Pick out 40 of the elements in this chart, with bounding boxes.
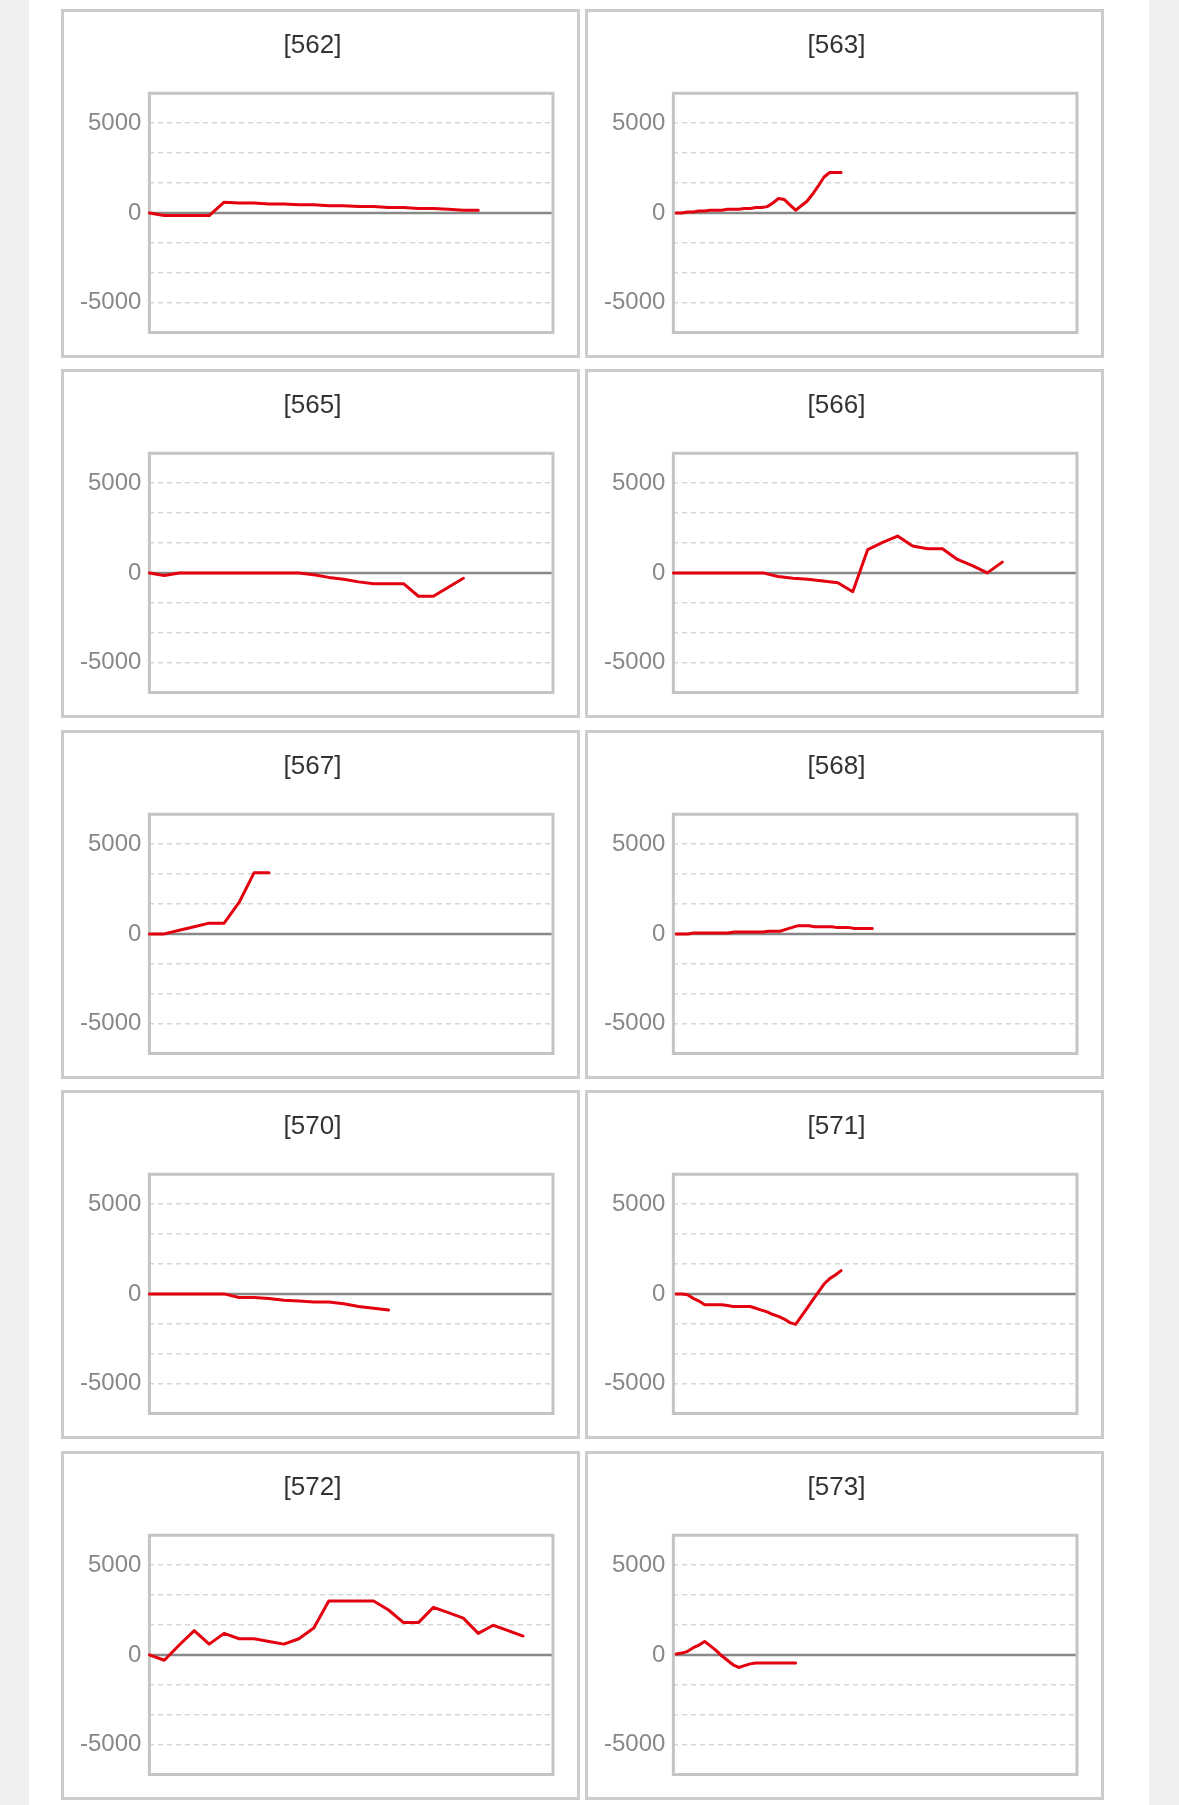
y-tick-label: 0 (128, 1278, 142, 1306)
y-tick-label: 5000 (87, 1188, 142, 1216)
y-tick-label: 0 (652, 557, 666, 585)
y-tick-label: 5000 (611, 1549, 666, 1577)
y-tick-label: 0 (128, 918, 142, 946)
y-tick-label: -5000 (603, 1368, 666, 1396)
chart-title: [566] (807, 388, 866, 419)
y-tick-label: 0 (652, 197, 666, 225)
y-tick-label: 5000 (611, 467, 666, 495)
y-tick-label: 5000 (611, 828, 666, 856)
y-tick-label: -5000 (603, 1729, 666, 1757)
y-tick-label: 0 (652, 918, 666, 946)
y-tick-label: 0 (128, 1639, 142, 1667)
y-tick-label: 0 (652, 1639, 666, 1667)
y-tick-label: -5000 (79, 1729, 142, 1757)
y-tick-label: 5000 (87, 1549, 142, 1577)
y-tick-label: 0 (128, 557, 142, 585)
y-tick-label: 5000 (87, 467, 142, 495)
y-tick-label: 5000 (611, 1188, 666, 1216)
chart-title: [572] (283, 1470, 342, 1501)
y-tick-label: -5000 (603, 647, 666, 675)
y-tick-label: -5000 (79, 287, 142, 315)
chart-title: [570] (283, 1109, 342, 1140)
chart-title: [571] (807, 1109, 866, 1140)
chart-title: [568] (807, 749, 866, 780)
y-tick-label: 5000 (87, 828, 142, 856)
chart-title: [565] (283, 388, 342, 419)
chart-title: [573] (807, 1470, 866, 1501)
chart-title: [563] (807, 28, 866, 59)
y-tick-label: 0 (128, 197, 142, 225)
chart-title: [562] (283, 28, 342, 59)
chart-title: [567] (283, 749, 342, 780)
y-tick-label: 5000 (87, 107, 142, 135)
y-tick-label: 0 (652, 1278, 666, 1306)
y-tick-label: -5000 (603, 287, 666, 315)
y-tick-label: -5000 (79, 647, 142, 675)
y-tick-label: -5000 (603, 1008, 666, 1036)
y-tick-label: 5000 (611, 107, 666, 135)
y-tick-label: -5000 (79, 1008, 142, 1036)
y-tick-label: -5000 (79, 1368, 142, 1396)
